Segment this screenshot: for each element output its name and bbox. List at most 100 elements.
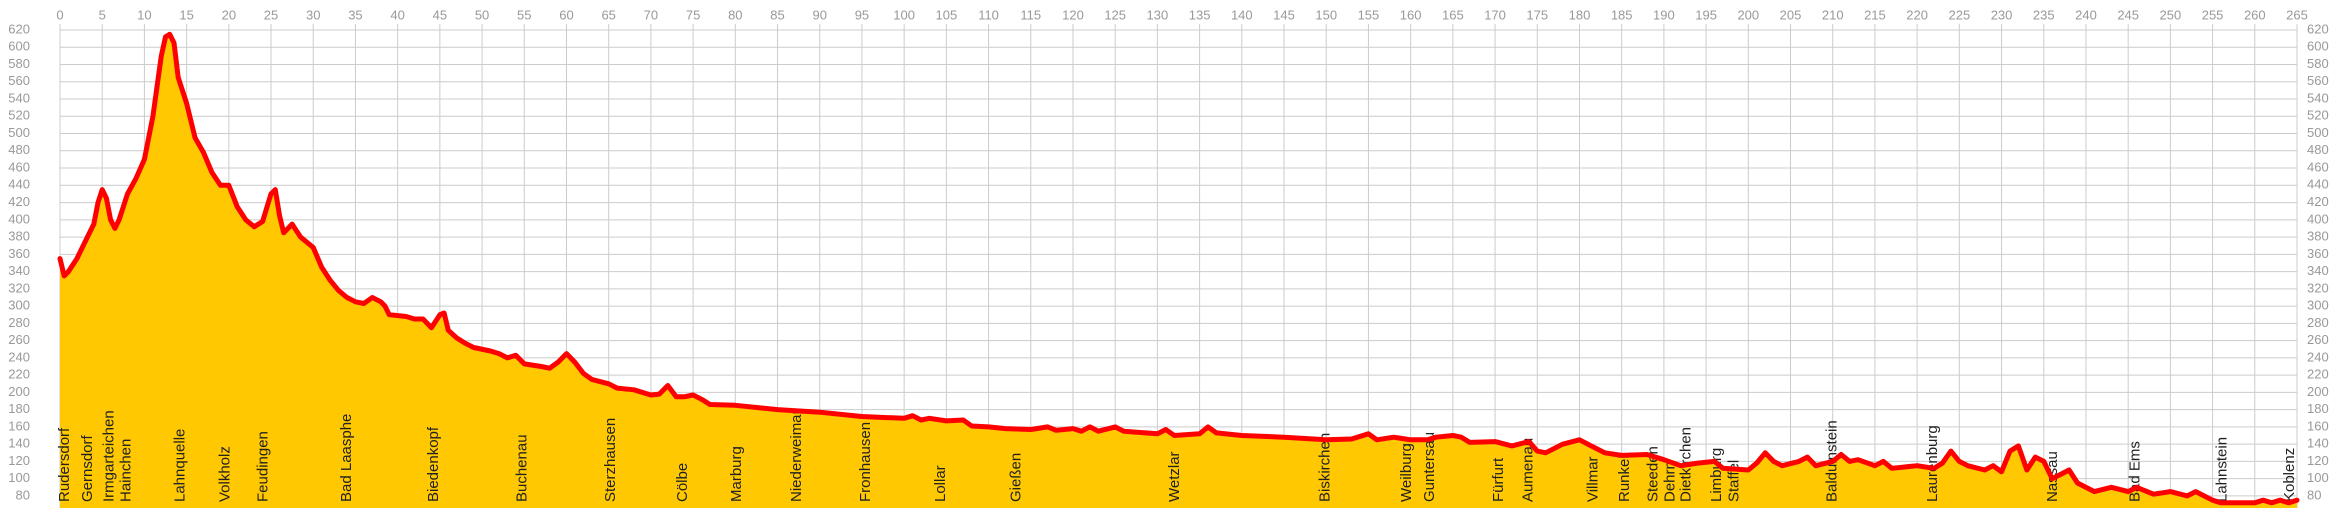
- place-label: Fronhausen: [857, 422, 874, 502]
- y-tick-label-right: 340: [2307, 263, 2329, 278]
- y-tick-label-right: 180: [2307, 401, 2329, 416]
- y-tick-label-right: 260: [2307, 332, 2329, 347]
- x-tick-label: 150: [1315, 7, 1337, 22]
- place-label: Biskirchen: [1316, 433, 1333, 502]
- place-label: Guntersau: [1421, 432, 1438, 502]
- y-tick-label: 260: [8, 332, 30, 347]
- place-label: Runkel: [1616, 455, 1633, 502]
- y-tick-label: 100: [8, 470, 30, 485]
- place-label: Aumenau: [1520, 438, 1537, 502]
- x-tick-label: 130: [1147, 7, 1169, 22]
- y-tick-label-right: 220: [2307, 367, 2329, 382]
- y-tick-label-right: 580: [2307, 56, 2329, 71]
- x-tick-label: 135: [1189, 7, 1211, 22]
- x-tick-label: 235: [2033, 7, 2055, 22]
- place-label: Lahnquelle: [172, 429, 189, 502]
- y-tick-label-right: 380: [2307, 229, 2329, 244]
- x-tick-label: 140: [1231, 7, 1253, 22]
- x-tick-label: 95: [855, 7, 869, 22]
- y-tick-label-right: 320: [2307, 280, 2329, 295]
- y-tick-label-right: 360: [2307, 246, 2329, 261]
- x-tick-label: 175: [1526, 7, 1548, 22]
- x-tick-label: 200: [1737, 7, 1759, 22]
- x-tick-label: 85: [770, 7, 784, 22]
- y-tick-label-right: 140: [2307, 436, 2329, 451]
- place-label: Sterzhausen: [602, 418, 619, 502]
- y-tick-label: 460: [8, 159, 30, 174]
- x-tick-label: 40: [390, 7, 404, 22]
- place-label: Weilburg: [1398, 443, 1415, 502]
- place-label: Biedenkopf: [425, 426, 442, 502]
- y-tick-label: 180: [8, 401, 30, 416]
- y-tick-label: 140: [8, 436, 30, 451]
- x-tick-label: 225: [1948, 7, 1970, 22]
- place-label: Limburg: [1708, 448, 1725, 502]
- y-tick-label-right: 540: [2307, 90, 2329, 105]
- y-tick-label: 440: [8, 177, 30, 192]
- y-tick-label-right: 80: [2307, 487, 2321, 502]
- x-tick-label: 65: [601, 7, 615, 22]
- y-tick-label-right: 620: [2307, 21, 2329, 36]
- y-tick-label: 160: [8, 418, 30, 433]
- x-tick-label: 155: [1358, 7, 1380, 22]
- x-tick-label: 190: [1653, 7, 1675, 22]
- y-tick-label: 300: [8, 298, 30, 313]
- x-tick-label: 185: [1611, 7, 1633, 22]
- x-tick-label: 45: [433, 7, 447, 22]
- place-label: Gernsdorf: [79, 434, 96, 502]
- y-tick-label-right: 400: [2307, 211, 2329, 226]
- place-label: Niederweimar: [788, 409, 805, 502]
- place-label: Bad Laasphe: [338, 414, 355, 502]
- y-tick-label: 320: [8, 280, 30, 295]
- place-label: Villmar: [1585, 456, 1602, 502]
- y-tick-label: 80: [16, 487, 30, 502]
- x-tick-label: 180: [1569, 7, 1591, 22]
- x-tick-label: 110: [978, 7, 999, 22]
- place-label: Fürfurt: [1490, 457, 1507, 502]
- place-label: Feudingen: [254, 431, 271, 502]
- y-tick-label-right: 440: [2307, 177, 2329, 192]
- y-tick-label-right: 120: [2307, 453, 2329, 468]
- x-tick-label: 195: [1695, 7, 1717, 22]
- x-tick-label: 35: [348, 7, 362, 22]
- y-tick-label-right: 420: [2307, 194, 2329, 209]
- x-tick-label: 120: [1062, 7, 1084, 22]
- y-tick-label-right: 300: [2307, 298, 2329, 313]
- x-tick-label: 0: [56, 7, 63, 22]
- x-tick-label: 210: [1822, 7, 1844, 22]
- y-tick-label: 580: [8, 56, 30, 71]
- y-tick-label: 480: [8, 142, 30, 157]
- x-tick-label: 20: [222, 7, 236, 22]
- x-tick-label: 165: [1442, 7, 1464, 22]
- place-label: Marburg: [728, 446, 745, 502]
- x-tick-label: 115: [1020, 7, 1041, 22]
- elevation-line: [57, 31, 2300, 506]
- x-tick-label: 215: [1864, 7, 1886, 22]
- y-tick-label: 540: [8, 90, 30, 105]
- y-tick-label: 340: [8, 263, 30, 278]
- y-tick-label-right: 160: [2307, 418, 2329, 433]
- y-tick-label-right: 600: [2307, 39, 2329, 54]
- x-tick-label: 265: [2286, 7, 2308, 22]
- place-label: Rudersdorf: [56, 427, 73, 502]
- place-label: Cölbe: [674, 463, 691, 502]
- y-tick-label: 620: [8, 21, 30, 36]
- y-tick-label-right: 480: [2307, 142, 2329, 157]
- x-tick-label: 250: [2160, 7, 2182, 22]
- x-tick-label: 75: [686, 7, 700, 22]
- x-tick-label: 255: [2202, 7, 2224, 22]
- place-label: Lahnstein: [2214, 437, 2231, 502]
- x-tick-label: 25: [264, 7, 278, 22]
- y-tick-label: 520: [8, 108, 30, 123]
- place-label: Gießen: [1007, 453, 1024, 502]
- x-tick-label: 100: [893, 7, 915, 22]
- x-tick-label: 240: [2075, 7, 2097, 22]
- x-tick-label: 220: [1906, 7, 1928, 22]
- y-tick-label: 600: [8, 39, 30, 54]
- x-tick-label: 10: [137, 7, 151, 22]
- x-tick-label: 105: [936, 7, 958, 22]
- x-tick-label: 260: [2244, 7, 2266, 22]
- y-tick-label-right: 460: [2307, 159, 2329, 174]
- x-tick-label: 50: [475, 7, 489, 22]
- place-label: Wetzlar: [1166, 451, 1183, 502]
